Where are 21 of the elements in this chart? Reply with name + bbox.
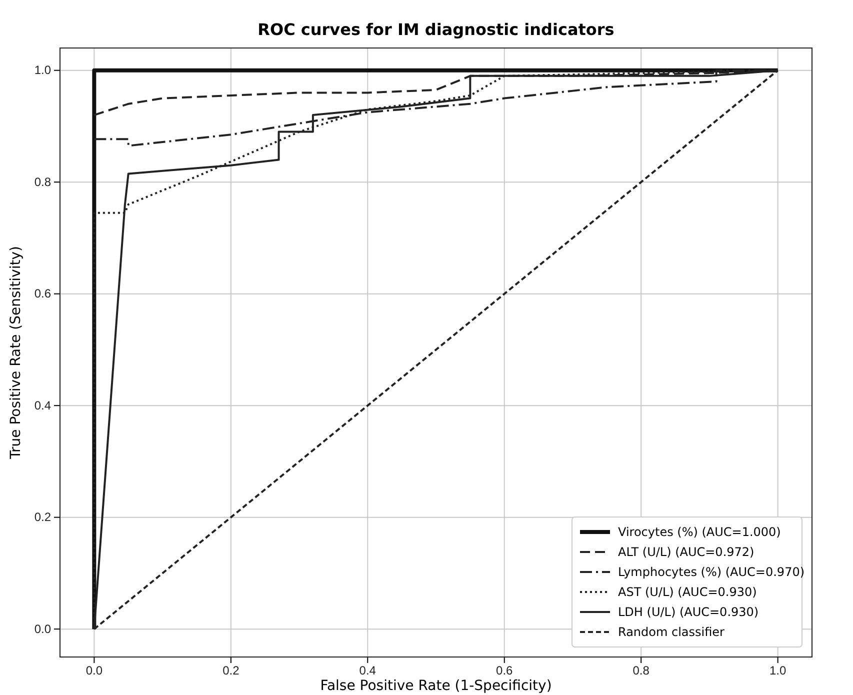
y-axis-title: True Positive Rate (Sensitivity) — [8, 246, 24, 460]
x-axis-title: False Positive Rate (1-Specificity) — [320, 678, 552, 694]
x-tick-label: 1.0 — [769, 664, 786, 678]
legend-label: Lymphocytes (%) (AUC=0.970) — [618, 565, 805, 579]
legend-label: ALT (U/L) (AUC=0.972) — [618, 545, 754, 559]
legend-label: Random classifier — [618, 625, 725, 639]
y-tick-label: 0.2 — [34, 510, 52, 524]
x-tick-label: 0.0 — [86, 664, 103, 678]
y-tick-label: 0.4 — [34, 398, 52, 412]
x-tick-label: 0.4 — [359, 664, 376, 678]
x-tick-label: 0.8 — [632, 664, 650, 678]
x-tick-label: 0.6 — [496, 664, 514, 678]
y-tick-label: 0.6 — [34, 286, 52, 301]
legend-label: AST (U/L) (AUC=0.930) — [618, 585, 757, 599]
x-tick-label: 0.2 — [222, 664, 240, 678]
y-tick-label: 0.8 — [34, 174, 52, 189]
legend-label: LDH (U/L) (AUC=0.930) — [618, 605, 759, 619]
legend-label: Virocytes (%) (AUC=1.000) — [618, 525, 781, 539]
y-tick-label: 1.0 — [34, 63, 52, 78]
y-tick-label: 0.0 — [34, 622, 52, 636]
chart-title: ROC curves for IM diagnostic indicators — [258, 20, 614, 39]
